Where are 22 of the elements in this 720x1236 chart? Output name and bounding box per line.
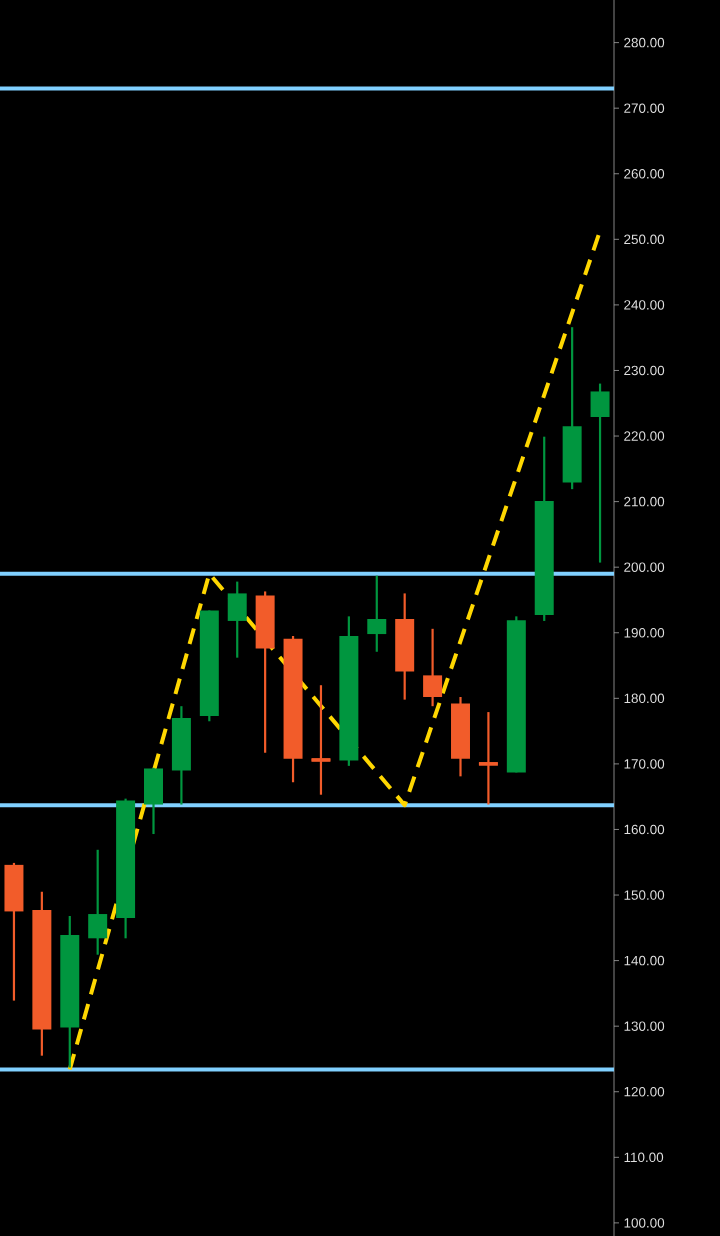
candlestick xyxy=(367,574,387,653)
y-tick-label: 150.00 xyxy=(624,890,665,900)
y-tick-label: 270.00 xyxy=(624,103,665,113)
candlestick xyxy=(310,684,332,796)
y-tick-label: 230.00 xyxy=(624,365,665,376)
y-tick-label: 240.00 xyxy=(624,300,665,310)
y-tick-label: 190.00 xyxy=(624,627,665,638)
y-tick-label: 220.00 xyxy=(624,431,665,441)
y-tick-label: 120.00 xyxy=(624,1086,665,1097)
y-tick-label: 250.00 xyxy=(624,234,665,245)
y-tick-label: 170.00 xyxy=(624,759,665,769)
y-tick-label: 280.00 xyxy=(624,37,665,48)
candlestick xyxy=(423,627,443,708)
y-tick-label: 160.00 xyxy=(624,824,665,835)
y-tick-label: 130.00 xyxy=(624,1021,665,1031)
y-tick-label: 200.00 xyxy=(624,562,665,572)
y-tick-label: 260.00 xyxy=(624,168,665,179)
y-tick-label: 100.00 xyxy=(624,1218,665,1228)
y-tick-label: 210.00 xyxy=(624,496,665,507)
y-tick-label: 110.00 xyxy=(624,1152,664,1163)
y-tick-label: 180.00 xyxy=(624,693,665,704)
y-tick-label: 140.00 xyxy=(624,955,665,966)
